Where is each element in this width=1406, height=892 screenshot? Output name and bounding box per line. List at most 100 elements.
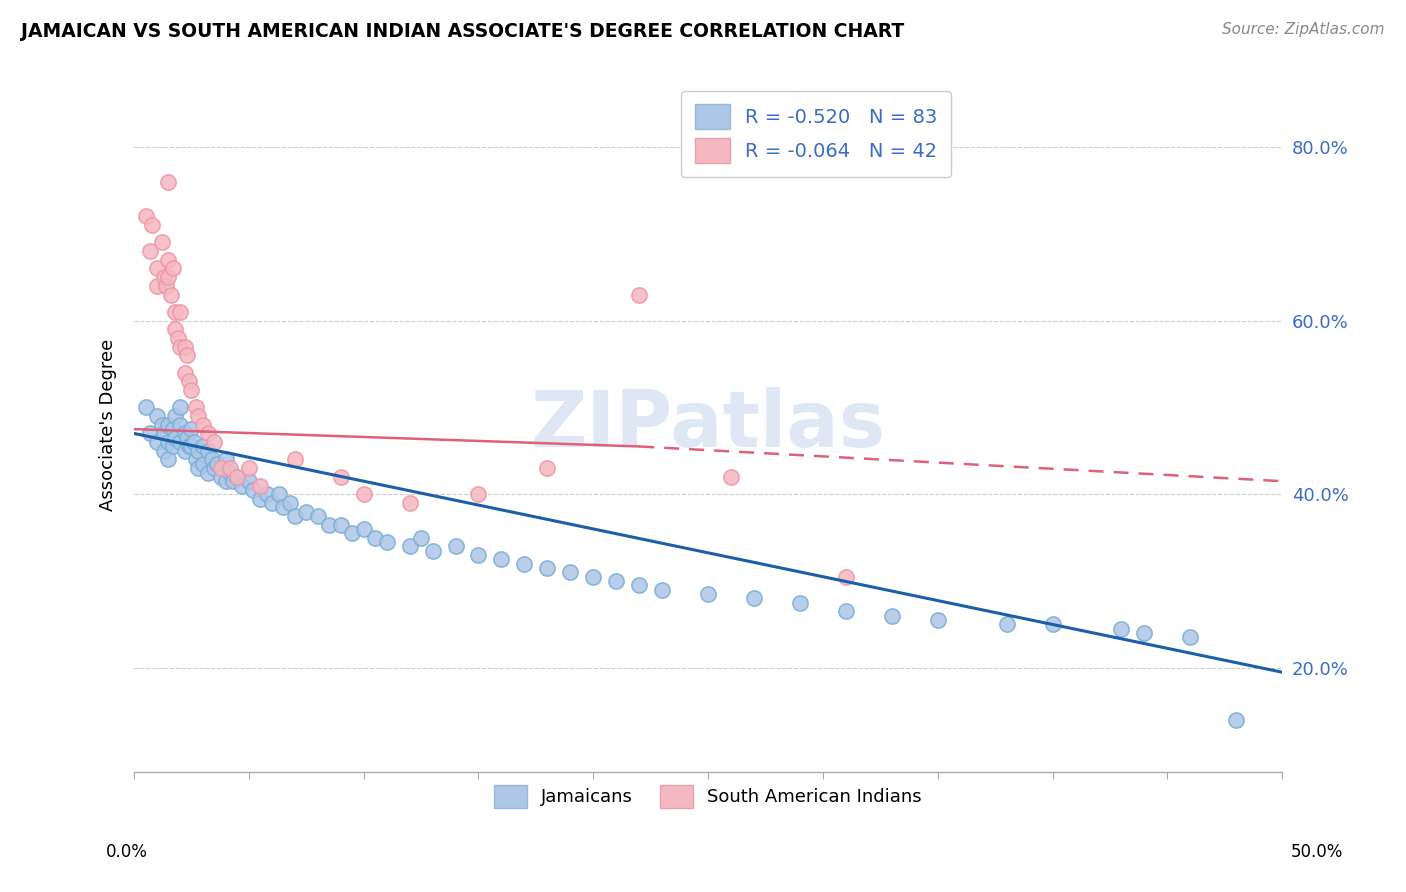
Point <box>209 461 232 475</box>
Point <box>146 278 169 293</box>
Point <box>169 435 191 450</box>
Point <box>162 440 184 454</box>
Point <box>166 331 188 345</box>
Text: ZIPatlas: ZIPatlas <box>530 387 886 463</box>
Point <box>197 466 219 480</box>
Point <box>398 496 420 510</box>
Point <box>153 443 176 458</box>
Point <box>219 461 242 475</box>
Point <box>1225 713 1247 727</box>
Point <box>226 470 249 484</box>
Point <box>157 252 180 267</box>
Point <box>238 461 260 475</box>
Text: Source: ZipAtlas.com: Source: ZipAtlas.com <box>1222 22 1385 37</box>
Point <box>560 566 582 580</box>
Point <box>628 578 651 592</box>
Point <box>146 435 169 450</box>
Point <box>180 440 202 454</box>
Point <box>1133 626 1156 640</box>
Point <box>318 517 340 532</box>
Point <box>150 417 173 432</box>
Point <box>467 548 489 562</box>
Point <box>179 440 201 454</box>
Point <box>202 461 225 475</box>
Point <box>295 505 318 519</box>
Point <box>153 270 176 285</box>
Point <box>249 491 271 506</box>
Point <box>197 443 219 458</box>
Point <box>513 557 536 571</box>
Text: JAMAICAN VS SOUTH AMERICAN INDIAN ASSOCIATE'S DEGREE CORRELATION CHART: JAMAICAN VS SOUTH AMERICAN INDIAN ASSOCI… <box>21 22 904 41</box>
Point <box>187 409 209 423</box>
Point <box>789 596 811 610</box>
Point <box>169 305 191 319</box>
Point <box>150 235 173 250</box>
Point <box>628 287 651 301</box>
Point <box>536 561 558 575</box>
Point <box>491 552 513 566</box>
Point <box>267 487 290 501</box>
Point <box>835 570 858 584</box>
Point <box>219 466 242 480</box>
Point <box>329 470 352 484</box>
Point <box>157 270 180 285</box>
Point <box>353 487 375 501</box>
Point <box>995 617 1018 632</box>
Point <box>169 417 191 432</box>
Point <box>1180 631 1202 645</box>
Point <box>215 474 238 488</box>
Point <box>187 443 209 458</box>
Point <box>205 457 228 471</box>
Point <box>651 582 673 597</box>
Point <box>169 401 191 415</box>
Point <box>162 261 184 276</box>
Point <box>157 175 180 189</box>
Point <box>165 305 187 319</box>
Point <box>180 422 202 436</box>
Point <box>165 431 187 445</box>
Point <box>202 435 225 450</box>
Point <box>422 543 444 558</box>
Point <box>880 608 903 623</box>
Point <box>191 440 214 454</box>
Text: 0.0%: 0.0% <box>105 843 148 861</box>
Point <box>157 452 180 467</box>
Point <box>222 474 245 488</box>
Point <box>605 574 627 588</box>
Point <box>201 452 224 467</box>
Point <box>139 426 162 441</box>
Point <box>284 452 307 467</box>
Point <box>187 461 209 475</box>
Point <box>134 210 156 224</box>
Point <box>173 366 195 380</box>
Point <box>215 452 238 467</box>
Point <box>146 261 169 276</box>
Point <box>927 613 949 627</box>
Point <box>582 570 605 584</box>
Point <box>398 539 420 553</box>
Point <box>155 278 177 293</box>
Point <box>184 401 207 415</box>
Point <box>536 461 558 475</box>
Point <box>176 431 198 445</box>
Point <box>141 218 163 232</box>
Point <box>179 375 201 389</box>
Point <box>162 422 184 436</box>
Point <box>307 508 329 523</box>
Point <box>134 401 156 415</box>
Point <box>409 531 432 545</box>
Point <box>364 531 387 545</box>
Point <box>260 496 283 510</box>
Point <box>249 478 271 492</box>
Point <box>157 435 180 450</box>
Text: 50.0%: 50.0% <box>1291 843 1343 861</box>
Point <box>153 426 176 441</box>
Point <box>271 500 294 515</box>
Point <box>184 452 207 467</box>
Point <box>1042 617 1064 632</box>
Point <box>467 487 489 501</box>
Point <box>197 426 219 441</box>
Point <box>165 409 187 423</box>
Legend: Jamaicans, South American Indians: Jamaicans, South American Indians <box>486 778 929 815</box>
Point <box>256 487 278 501</box>
